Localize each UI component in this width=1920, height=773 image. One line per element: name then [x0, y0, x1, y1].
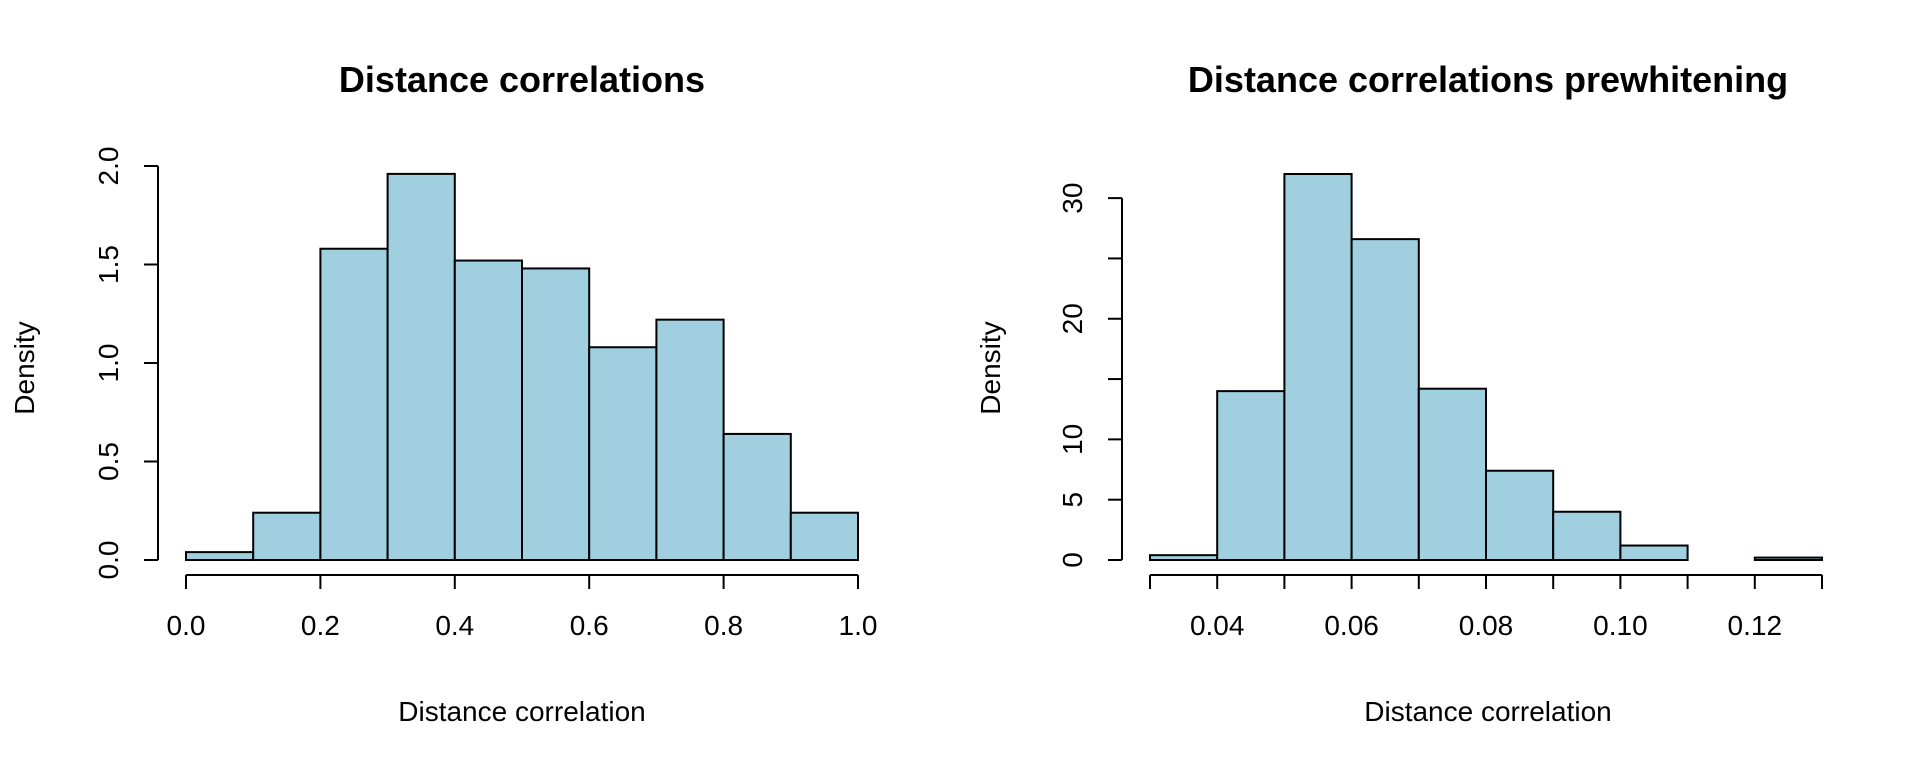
y-tick-label: 1.0 — [93, 344, 124, 383]
x-tick-label: 0.0 — [167, 610, 206, 641]
y-tick-label: 20 — [1057, 303, 1088, 334]
x-tick-label: 0.12 — [1728, 610, 1783, 641]
histogram-bar — [1753, 556, 1824, 562]
y-axis: 0.0 0.5 1.0 1.5 2.0 — [93, 147, 159, 580]
x-tick-label: 0.4 — [435, 610, 474, 641]
histogram-bar — [722, 432, 792, 562]
y-tick-label: 0.5 — [93, 442, 124, 481]
x-tick-label: 0.2 — [301, 610, 340, 641]
chart-title: Distance correlations — [339, 59, 705, 100]
y-axis-label: Density — [9, 321, 40, 414]
x-tick-label: 0.08 — [1459, 610, 1514, 641]
x-tick-label: 0.06 — [1324, 610, 1379, 641]
y-tick-label: 1.5 — [93, 245, 124, 284]
bars — [185, 172, 859, 562]
histogram-bar — [1619, 544, 1689, 562]
histogram-bar — [1417, 387, 1488, 561]
histogram-bar — [319, 247, 389, 562]
x-tick-label: 0.6 — [570, 610, 609, 641]
histogram-bar — [185, 551, 255, 561]
y-axis-label: Density — [975, 321, 1006, 414]
y-axis: 0 5 10 20 30 — [1057, 183, 1123, 568]
histogram-bar — [1149, 554, 1219, 561]
x-axis: 0.04 0.06 0.08 0.10 0.12 — [1149, 574, 1823, 641]
histogram-bar — [588, 346, 658, 561]
y-tick-label: 30 — [1057, 183, 1088, 214]
x-axis-label: Distance correlation — [398, 696, 645, 727]
histogram-bar — [1485, 469, 1555, 561]
histogram-bar — [789, 511, 859, 561]
x-tick-label: 0.04 — [1190, 610, 1245, 641]
bars — [1149, 173, 1824, 562]
y-tick-label: 5 — [1057, 492, 1088, 508]
histogram-bar — [521, 267, 591, 561]
chart-title: Distance correlations prewhitening — [1188, 59, 1788, 100]
histogram-bar — [1216, 390, 1286, 561]
y-tick-label: 0.0 — [93, 541, 124, 580]
x-axis: 0.0 0.2 0.4 0.6 0.8 1.0 — [167, 574, 878, 641]
y-tick-label: 0 — [1057, 552, 1088, 568]
y-tick-label: 10 — [1057, 424, 1088, 455]
histogram-bar — [453, 259, 523, 561]
x-axis-label: Distance correlation — [1364, 696, 1611, 727]
histogram-bar — [655, 318, 725, 561]
histogram-bar — [1350, 238, 1420, 561]
histogram-bar — [1283, 173, 1353, 561]
panel-distance-correlations: Distance correlations Distance correlati… — [9, 59, 877, 727]
y-tick-label: 2.0 — [93, 147, 124, 186]
x-tick-label: 0.10 — [1593, 610, 1648, 641]
x-tick-label: 1.0 — [839, 610, 878, 641]
histogram-bar — [1552, 510, 1622, 561]
histogram-bar — [252, 511, 322, 561]
histogram-bar — [386, 172, 456, 561]
x-tick-label: 0.8 — [704, 610, 743, 641]
panel-distance-correlations-prewhitening: Distance correlations prewhitening Dista… — [975, 59, 1824, 727]
